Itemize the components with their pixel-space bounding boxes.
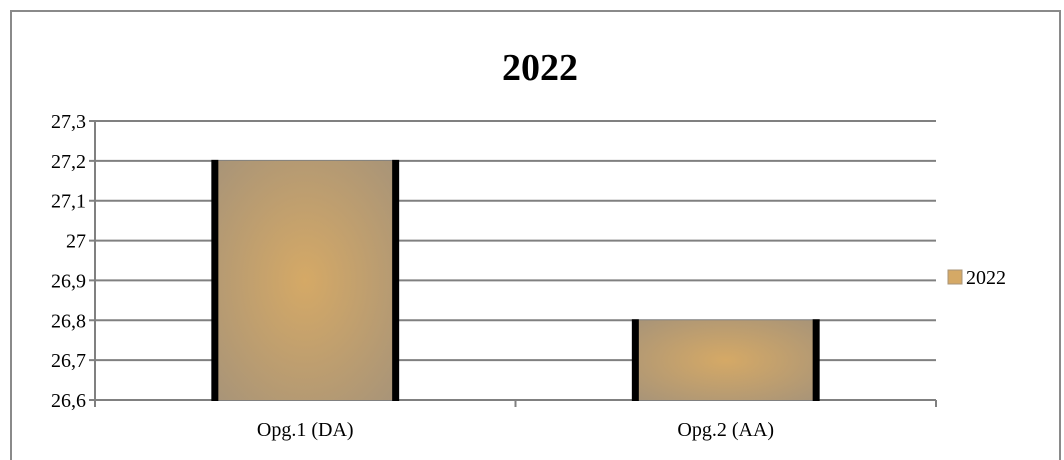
bar (635, 320, 817, 400)
chart-frame (10, 10, 1061, 460)
x-tick-label: Opg.2 (AA) (677, 419, 774, 441)
y-tick-label: 26,9 (51, 270, 86, 292)
chart-title: 2022 (502, 47, 578, 89)
y-tick-label: 26,8 (51, 310, 86, 332)
y-tick-label: 27 (66, 231, 86, 253)
legend-swatch (947, 269, 963, 285)
bars (211, 159, 820, 401)
legend-label: 2022 (966, 267, 1006, 289)
bar (214, 160, 396, 400)
y-tick-label: 27,2 (51, 151, 86, 173)
y-axis-ticks: 26,6 26,7 26,8 26,9 27 27,1 27,2 27,3 (51, 111, 86, 412)
y-tick-label: 27,1 (51, 191, 86, 213)
x-axis-ticks: Opg.1 (DA) Opg.2 (AA) (257, 419, 774, 441)
y-tick-label: 26,7 (51, 350, 86, 372)
x-tick-label: Opg.1 (DA) (257, 419, 354, 441)
legend: 2022 (947, 267, 1006, 289)
y-tick-label: 27,3 (51, 111, 86, 133)
y-tick-label: 26,6 (51, 390, 86, 412)
